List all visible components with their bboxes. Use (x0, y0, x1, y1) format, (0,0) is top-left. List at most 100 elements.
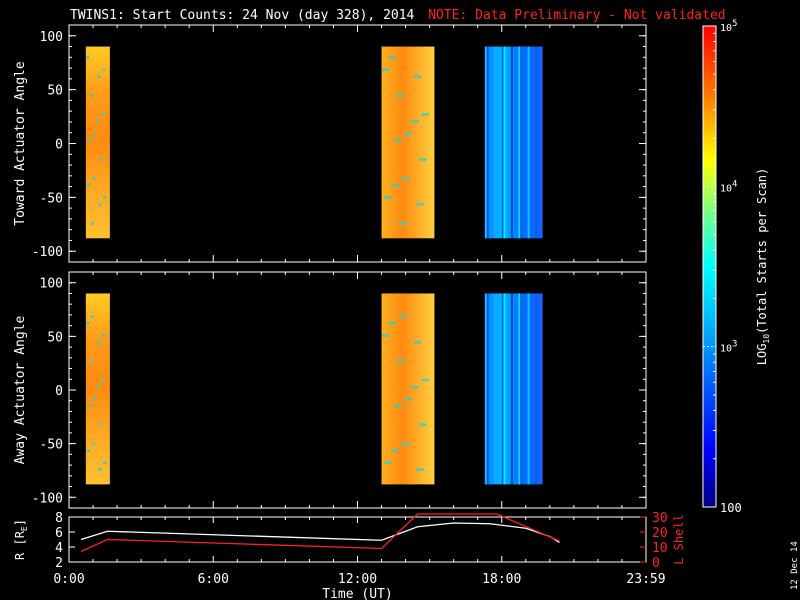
heat-texture (381, 333, 390, 337)
heat-texture (91, 176, 96, 180)
heat-block-high (85, 293, 110, 485)
title-text: TWINS1: Start Counts: 24 Nov (day 328), … (70, 8, 415, 23)
orbit-y-tick-label-right: 30 (652, 511, 668, 526)
heat-texture (101, 333, 106, 337)
heat-texture (396, 94, 405, 98)
heat-stripe (494, 46, 497, 239)
heat-stripe (527, 293, 530, 485)
heat-texture (90, 315, 95, 319)
heat-stripe (518, 46, 521, 239)
heat-texture (99, 157, 104, 161)
heat-stripe (503, 46, 506, 239)
x-tick-label: 6:00 (198, 572, 229, 587)
orbit-y-tick-label-left: 2 (55, 556, 63, 571)
heat-stripe (503, 293, 506, 485)
panel-frame (68, 271, 647, 509)
heat-texture (411, 119, 420, 123)
heat-texture (100, 378, 105, 382)
heat-texture (90, 221, 95, 225)
heat-texture (101, 68, 106, 72)
heat-stripe (535, 46, 538, 239)
heat-texture (97, 75, 101, 79)
heatmap-panel-away: 100 50 0 -50 -100 Away Actuator Angle (13, 271, 647, 509)
heat-texture (418, 157, 427, 161)
heat-texture (411, 385, 420, 389)
chart-title: TWINS1: Start Counts: 24 Nov (day 328), … (70, 8, 726, 23)
heatmap-panel-toward: 100 50 0 -50 -100 Toward Actuator Angle (13, 24, 647, 263)
heat-texture (381, 68, 390, 72)
orbit-y-tick-label-right: 20 (652, 526, 668, 541)
orbit-y-label-left: R [RE] (13, 519, 29, 560)
y-tick-label: 100 (40, 277, 63, 292)
heat-texture (96, 119, 100, 123)
heat-stripe (510, 293, 513, 485)
heat-texture (398, 315, 407, 319)
x-axis-label: Time (UT) (322, 587, 392, 600)
x-tick-label: 12:00 (338, 572, 377, 587)
preliminary-note: NOTE: Data Preliminary - Not validated (428, 8, 726, 23)
heat-stripe (501, 293, 504, 485)
heat-texture (398, 221, 407, 225)
heat-texture (92, 132, 97, 136)
y-tick-label: 50 (47, 84, 63, 99)
heat-texture (416, 202, 425, 206)
heat-block-low (484, 46, 543, 239)
colorbar-label: LOG10(Total Starts per Scan) (755, 168, 771, 366)
colorbar-tick-label: 100 (720, 501, 742, 515)
heat-block-high (381, 46, 435, 239)
colorbar-gradient (702, 25, 717, 508)
heat-texture (88, 404, 92, 408)
heat-texture (98, 202, 102, 206)
heat-stripe (520, 46, 523, 239)
y-tick-label: -100 (32, 245, 63, 260)
y-axis-label: Away Actuator Angle (13, 315, 28, 464)
heat-texture (89, 94, 93, 98)
colorbar: 105 104 103 100 LOG10(Total Starts per Scan) (702, 19, 771, 515)
heat-texture (92, 397, 97, 401)
orbit-y-tick-label-left: 4 (55, 541, 63, 556)
heat-texture (388, 56, 397, 60)
heat-block-high (381, 293, 435, 485)
heat-stripe (484, 293, 487, 485)
heat-texture (421, 113, 430, 117)
panel-frame (68, 24, 647, 263)
orbit-line-lshell (80, 513, 560, 553)
orbit-line-radius (80, 522, 560, 544)
orbit-y-label-right: L Shell (672, 514, 686, 565)
heat-stripe (486, 46, 489, 239)
heat-texture (403, 397, 412, 401)
heat-texture (396, 359, 405, 363)
orbit-y-tick-label-left: 6 (55, 526, 63, 541)
y-axis-label: Toward Actuator Angle (13, 61, 28, 226)
heat-stripe (501, 46, 504, 239)
x-tick-label: 23:59 (626, 572, 665, 587)
heat-texture (393, 138, 402, 142)
heat-texture (413, 75, 422, 79)
heat-texture (401, 176, 410, 180)
heat-texture (391, 183, 400, 187)
heat-texture (384, 461, 393, 465)
heat-stripe (520, 293, 523, 485)
date-stamp: 12 Dec 14 (790, 541, 800, 590)
heat-texture (421, 378, 430, 382)
y-tick-label: 0 (55, 384, 63, 399)
heat-texture (99, 423, 104, 427)
colorbar-tick-label: 105 (720, 19, 737, 34)
orbit-y-tick-label-left: 8 (55, 511, 63, 526)
heat-stripe (510, 46, 513, 239)
heat-texture (96, 385, 100, 389)
heat-texture (86, 183, 91, 187)
heat-texture (100, 113, 105, 117)
heat-texture (393, 404, 402, 408)
heat-stripe (535, 293, 538, 485)
heat-texture (384, 195, 393, 199)
orbit-y-tick-label-right: 10 (652, 541, 668, 556)
y-tick-label: -100 (32, 491, 63, 506)
heat-block-low (484, 293, 543, 485)
heat-texture (413, 340, 422, 344)
heat-stripe (494, 293, 497, 485)
